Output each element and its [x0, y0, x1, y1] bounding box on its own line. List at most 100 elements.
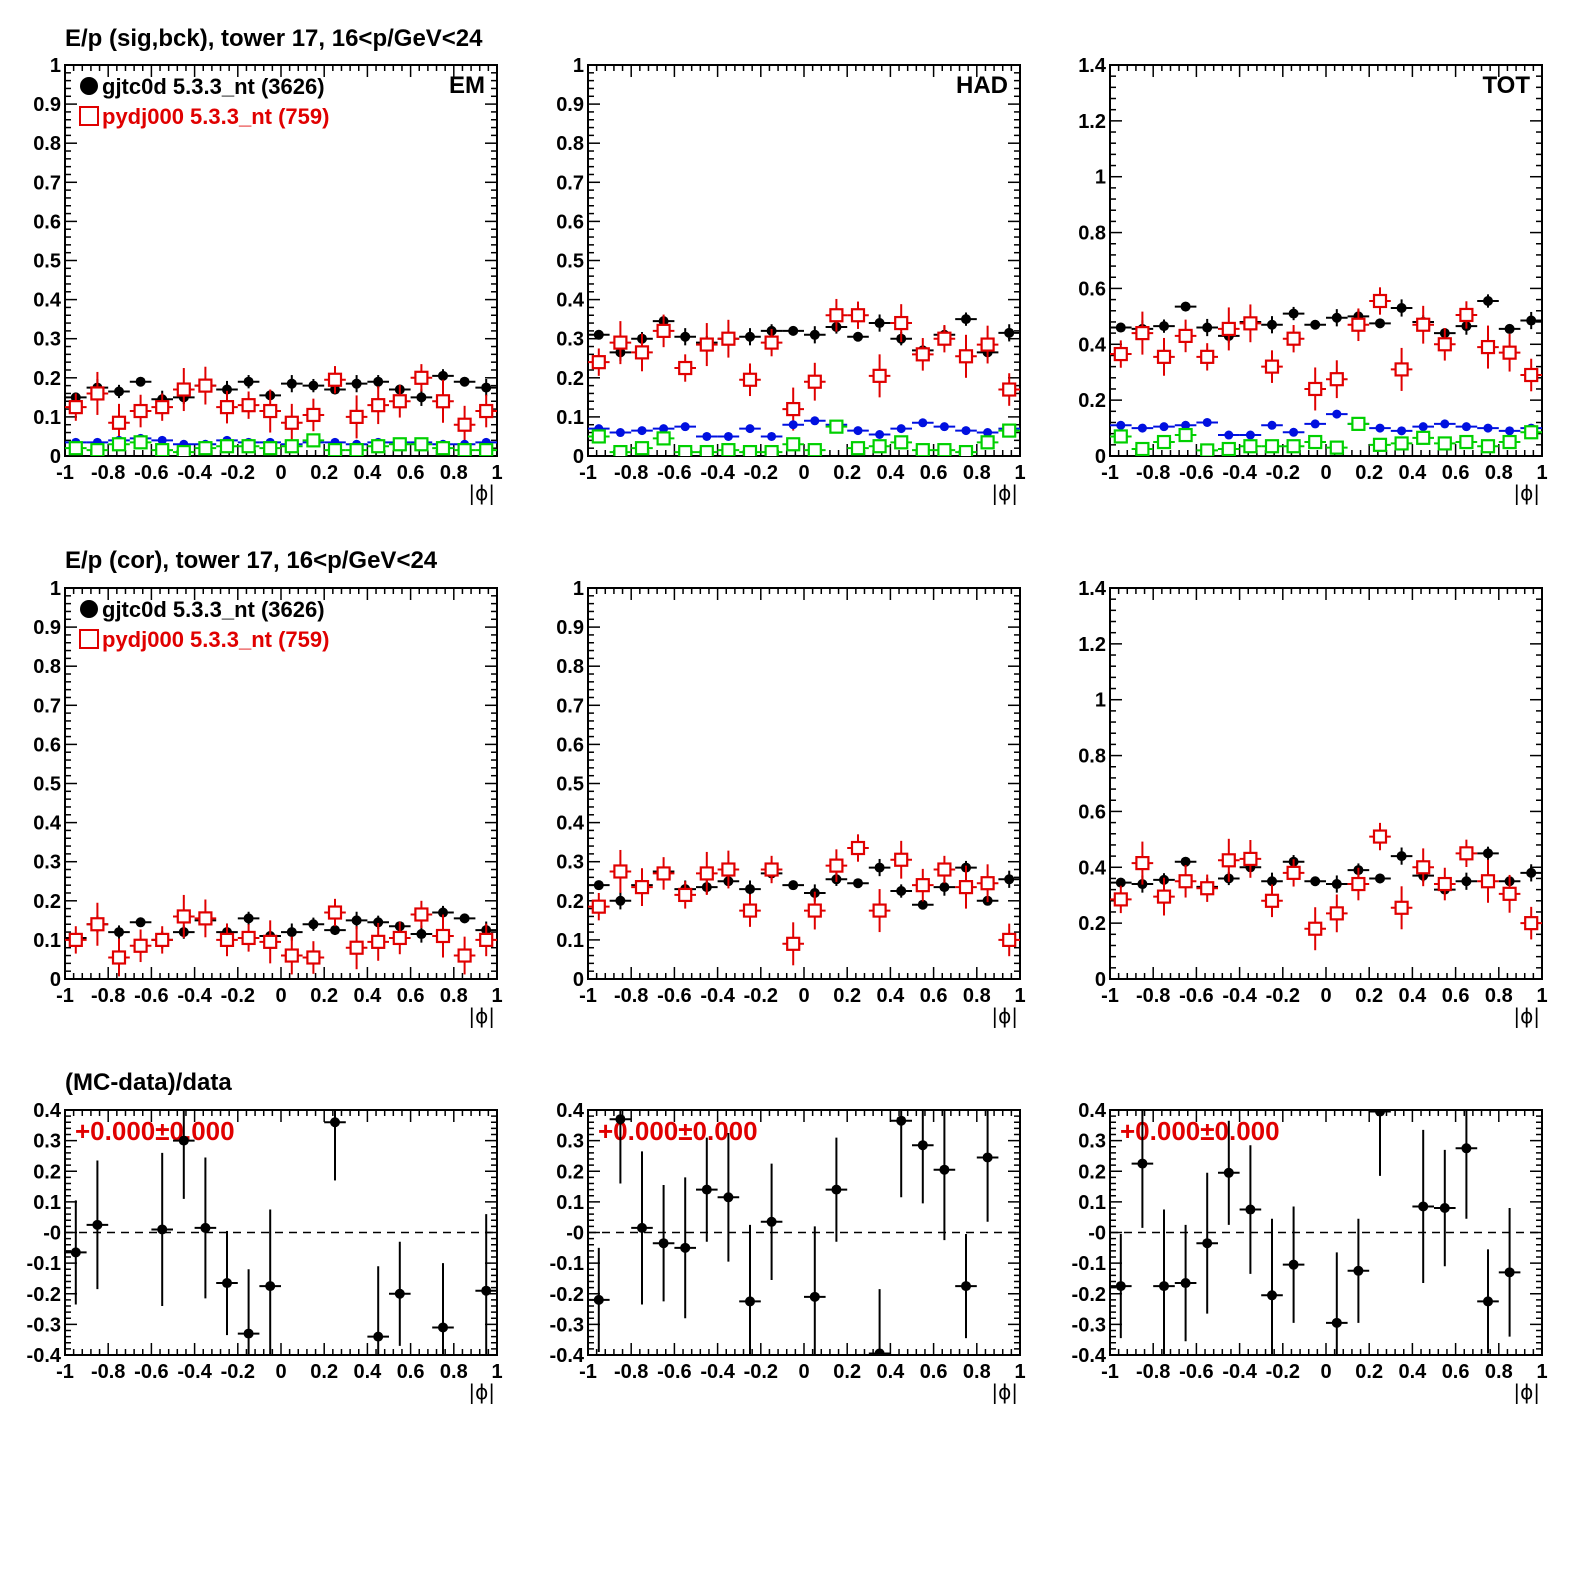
marker-filled-circle — [875, 429, 885, 439]
x-tick-label: -0.6 — [1179, 985, 1213, 1007]
marker-open-square — [786, 437, 801, 452]
marker-open-square — [634, 880, 650, 895]
x-tick-label: -0.8 — [1136, 462, 1170, 484]
point-mc — [324, 898, 346, 927]
marker-filled-circle — [1526, 315, 1537, 326]
point-mc — [216, 390, 238, 424]
y-tick-label: 0.4 — [33, 1100, 62, 1122]
point-mc — [998, 373, 1020, 406]
marker-open-square — [1308, 434, 1323, 450]
marker-filled-circle — [701, 1184, 712, 1195]
point-mc — [453, 936, 476, 975]
point-mc — [609, 321, 632, 365]
point-mc — [804, 891, 826, 930]
x-tick-label: 0.6 — [1442, 985, 1470, 1007]
point-data — [1520, 864, 1542, 882]
marker-filled-circle — [918, 418, 928, 428]
point-bg_mc — [1520, 425, 1542, 440]
point-data — [890, 884, 912, 898]
marker-filled-circle — [1159, 1281, 1169, 1292]
point-mc — [151, 926, 173, 954]
point-data — [324, 925, 346, 936]
y-tick-label: 0.7 — [33, 172, 61, 194]
point-data — [847, 331, 869, 342]
marker-filled-circle — [178, 1135, 189, 1146]
marker-open-square — [1308, 921, 1323, 936]
point-bg_data — [151, 435, 173, 445]
y-tick-label: 0.7 — [33, 695, 61, 717]
marker-open-square — [133, 435, 148, 450]
marker-open-square — [155, 932, 170, 948]
marker-open-square — [980, 876, 995, 891]
point-data — [933, 878, 956, 896]
y-tick-label: 0.6 — [33, 734, 61, 756]
marker-open-square — [786, 936, 801, 951]
point-data — [804, 1226, 826, 1355]
marker-filled-circle — [1331, 879, 1342, 890]
marker-open-square — [1243, 439, 1258, 454]
y-tick-label: 0.6 — [556, 211, 584, 233]
point-bg_mc — [631, 441, 653, 456]
marker-open-square — [1221, 853, 1236, 868]
point-mc — [588, 892, 610, 921]
point-bg_mc — [609, 444, 632, 456]
row3-title: (MC-data)/data — [65, 1069, 232, 1096]
point-data — [1131, 1110, 1154, 1228]
marker-filled-circle — [1115, 1281, 1126, 1292]
y-tick-label: 0.1 — [33, 1192, 61, 1214]
point-mc — [1369, 822, 1391, 851]
marker-open-square — [1200, 349, 1215, 364]
point-mc — [696, 851, 718, 895]
point-mc — [1239, 840, 1262, 878]
plot-frame — [587, 64, 1021, 457]
point-data — [108, 925, 130, 939]
x-tick-label: -0.8 — [614, 985, 648, 1007]
marker-open-square — [1351, 317, 1366, 332]
point-data — [609, 892, 632, 910]
x-tick-label: 1 — [491, 462, 502, 484]
marker-filled-circle — [1115, 322, 1126, 333]
marker-open-square — [1459, 846, 1474, 861]
point-bg_data — [1174, 420, 1197, 430]
y-tick-label: 1.2 — [1078, 111, 1106, 133]
point-bg_data — [1196, 417, 1218, 427]
point-bg_mc — [955, 444, 977, 456]
point-mc — [1304, 907, 1326, 951]
marker-open-square — [392, 437, 407, 452]
point-mc — [108, 403, 130, 442]
marker-open-square — [613, 864, 628, 879]
y-tick-label: 0.9 — [33, 94, 61, 116]
marker-filled-circle — [1483, 1296, 1493, 1307]
x-tick-label: -0.4 — [1222, 985, 1257, 1007]
y-tick-label: 0.2 — [556, 368, 584, 390]
point-mc — [1131, 841, 1154, 885]
marker-open-square — [1135, 441, 1150, 456]
y-tick-label: -0.2 — [27, 1284, 61, 1306]
point-bg_data — [1369, 423, 1391, 433]
marker-filled-circle — [939, 882, 950, 893]
point-data — [1304, 319, 1326, 330]
point-mc — [609, 849, 632, 893]
point-bg_mc — [1455, 434, 1478, 450]
point-data — [173, 1110, 195, 1199]
y-tick-label: 0.2 — [1078, 913, 1106, 935]
marker-open-square — [656, 866, 671, 881]
series-layer — [65, 364, 497, 456]
x-tick-label: 1 — [1014, 985, 1025, 1007]
marker-open-square — [1351, 876, 1366, 892]
point-data — [194, 1157, 217, 1299]
marker-filled-circle — [459, 376, 470, 387]
marker-open-square — [1308, 381, 1323, 397]
series-layer — [588, 834, 1020, 966]
point-data — [1282, 1206, 1305, 1323]
point-data — [1455, 872, 1478, 890]
marker-open-square — [327, 372, 343, 387]
x-tick-label: 0.4 — [1398, 1361, 1427, 1383]
marker-open-square — [1437, 876, 1452, 892]
marker-filled-circle — [416, 929, 427, 940]
point-data — [1477, 1249, 1499, 1354]
y-tick-label: -0.4 — [550, 1345, 585, 1367]
point-bg_data — [1131, 423, 1154, 433]
marker-filled-circle — [1505, 426, 1515, 436]
point-data — [1174, 301, 1197, 312]
